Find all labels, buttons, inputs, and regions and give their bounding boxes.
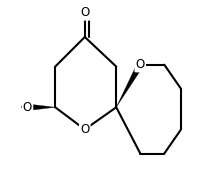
Text: O: O <box>80 123 89 136</box>
Text: O: O <box>136 58 145 71</box>
Polygon shape <box>116 63 143 107</box>
Text: O: O <box>80 6 89 19</box>
Polygon shape <box>27 104 55 111</box>
Text: O: O <box>23 101 32 114</box>
